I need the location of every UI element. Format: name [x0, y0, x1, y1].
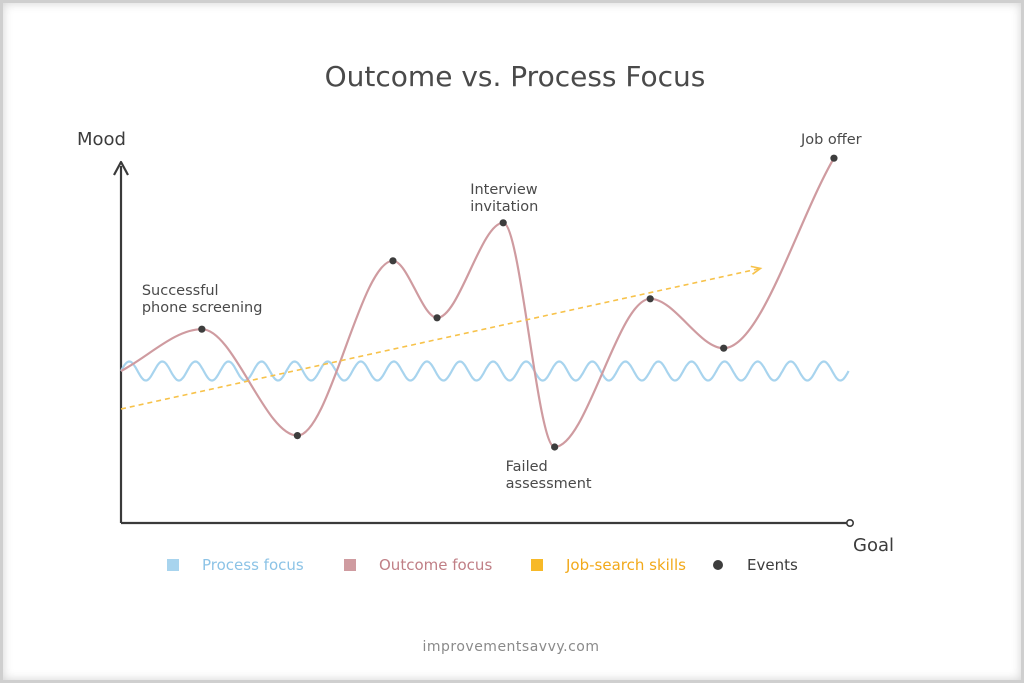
- event-point: [499, 219, 507, 227]
- event-point: [293, 432, 301, 440]
- event-label-line: Successful: [142, 283, 219, 299]
- series-layer: [120, 157, 850, 449]
- legend-marker-job-search-skills-icon: [531, 559, 543, 571]
- chart-title: Outcome vs. Process Focus: [325, 60, 706, 93]
- event-label: Job offer: [800, 132, 862, 148]
- event-label-line: invitation: [470, 199, 538, 215]
- legend-marker-process-focus-icon: [167, 559, 179, 571]
- legend-label-events: Events: [747, 556, 798, 574]
- series-job-search-skills-line: [120, 267, 761, 410]
- series-process-focus-line: [120, 360, 850, 382]
- legend-label-process-focus: Process focus: [202, 556, 304, 574]
- event-point: [646, 295, 654, 303]
- event-label: Interview invitation: [470, 182, 538, 215]
- event-point: [389, 257, 397, 265]
- legend-label-job-search-skills: Job-search skills: [565, 556, 686, 574]
- x-axis-end-icon: [845, 518, 854, 527]
- event-labels-layer: Successful phone screening Interview invita…: [142, 132, 862, 492]
- axes: [113, 160, 854, 527]
- event-label-line: phone screening: [142, 300, 263, 316]
- legend-marker-events-icon: [713, 560, 723, 570]
- legend-label-outcome-focus: Outcome focus: [379, 556, 492, 574]
- y-axis-label: Mood: [77, 129, 126, 150]
- series-job-search-skills-arrow-icon: [750, 265, 763, 275]
- event-label: Successful phone screening: [142, 283, 263, 316]
- legend-marker-outcome-focus-icon: [344, 559, 356, 571]
- x-axis-label: Goal: [853, 535, 894, 556]
- event-label-line: Interview: [470, 182, 538, 198]
- legend: Process focus Outcome focus Job-search ski…: [167, 556, 798, 574]
- event-point: [551, 443, 559, 451]
- event-point: [830, 154, 838, 162]
- source-watermark: improvementsavvy.com: [422, 639, 599, 655]
- event-label-line: Failed: [506, 459, 548, 475]
- chart-svg: Outcome vs. Process Focus Mood Goal Succ…: [77, 60, 894, 655]
- event-point: [720, 344, 728, 352]
- series-outcome-focus-line: [120, 157, 835, 449]
- event-point: [433, 314, 441, 322]
- events-layer: [198, 154, 838, 451]
- event-label: Failed assessment: [506, 459, 592, 492]
- y-axis-arrow-icon: [113, 160, 129, 176]
- event-point: [198, 325, 206, 333]
- event-label-line: assessment: [506, 476, 592, 492]
- event-label-line: Job offer: [800, 132, 862, 148]
